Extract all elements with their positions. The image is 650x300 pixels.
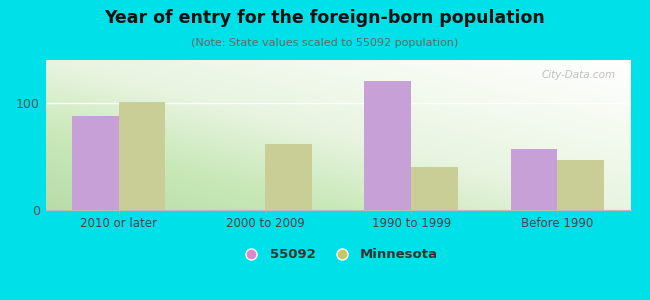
Text: Year of entry for the foreign-born population: Year of entry for the foreign-born popul… xyxy=(105,9,545,27)
Bar xyxy=(411,167,458,210)
Bar xyxy=(118,102,165,210)
Text: City-Data.com: City-Data.com xyxy=(541,70,616,80)
Bar xyxy=(558,160,604,210)
Bar xyxy=(365,81,411,210)
Bar xyxy=(72,116,118,210)
Text: (Note: State values scaled to 55092 population): (Note: State values scaled to 55092 popu… xyxy=(191,38,459,47)
Legend: 55092, Minnesota: 55092, Minnesota xyxy=(233,243,443,266)
Bar xyxy=(265,144,311,210)
Bar xyxy=(510,149,557,210)
